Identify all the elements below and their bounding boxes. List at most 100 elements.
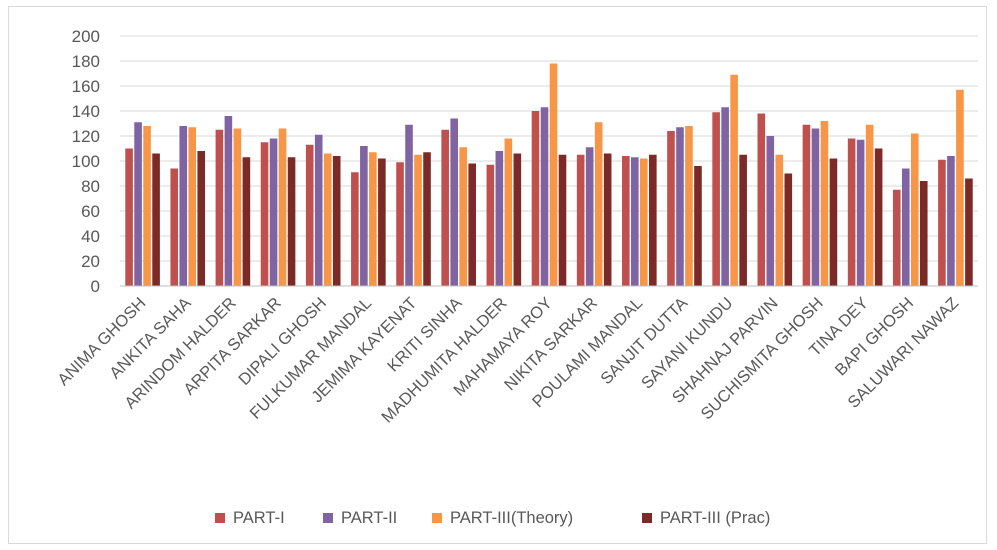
legend-swatch — [432, 513, 442, 523]
legend-swatch — [642, 513, 652, 523]
bar — [622, 156, 630, 286]
bar — [847, 138, 856, 286]
bar — [369, 152, 377, 286]
bar — [405, 124, 413, 286]
bar — [856, 139, 865, 286]
bars — [125, 63, 973, 286]
bar — [685, 126, 693, 286]
bar — [305, 144, 314, 286]
bar — [423, 152, 431, 286]
bar — [197, 151, 206, 286]
legend-swatch — [215, 513, 225, 523]
y-tick-label: 40 — [81, 227, 100, 246]
bar — [170, 168, 179, 286]
bar — [486, 164, 495, 286]
bar — [269, 138, 278, 286]
y-tick-label: 60 — [81, 202, 100, 221]
y-tick-label: 160 — [72, 77, 100, 96]
bar — [459, 147, 467, 286]
bar — [125, 148, 133, 286]
bar — [468, 163, 476, 286]
bar — [865, 124, 874, 286]
bar — [513, 153, 522, 286]
y-tick-label: 80 — [81, 177, 100, 196]
bar — [396, 162, 404, 286]
bar — [892, 189, 901, 286]
y-tick-label: 140 — [72, 102, 100, 121]
bar — [314, 134, 323, 286]
bar — [495, 151, 504, 286]
y-tick-label: 20 — [81, 252, 100, 271]
bar — [784, 173, 793, 286]
bar — [558, 154, 567, 286]
bar — [667, 131, 675, 286]
bar — [360, 146, 368, 286]
bar — [332, 156, 341, 286]
bar — [414, 154, 422, 286]
bar — [874, 148, 883, 286]
bar — [441, 129, 449, 286]
bar — [694, 166, 702, 286]
legend-label: PART-II — [341, 509, 397, 527]
bar — [450, 118, 458, 286]
bar — [956, 89, 964, 286]
bar — [351, 172, 359, 286]
bar — [947, 156, 955, 286]
bar — [504, 138, 513, 286]
bar — [215, 129, 224, 286]
legend-label: PART-I — [233, 509, 285, 527]
bar — [179, 126, 188, 286]
bar — [739, 154, 747, 286]
bar — [766, 136, 775, 286]
bar — [287, 157, 296, 286]
bar — [938, 159, 946, 286]
bar — [134, 122, 142, 286]
y-tick-label: 200 — [72, 27, 100, 46]
bar — [901, 168, 910, 286]
bar — [585, 147, 594, 286]
bar — [594, 122, 603, 286]
y-tick-label: 0 — [91, 277, 100, 296]
bar — [730, 74, 738, 286]
bar — [640, 158, 648, 286]
bar — [820, 121, 829, 286]
bar — [531, 111, 540, 286]
x-tick-label: ANKITA SAHA — [106, 294, 194, 382]
bar — [323, 153, 332, 286]
y-tick-label: 100 — [72, 152, 100, 171]
bar — [576, 154, 585, 286]
bar — [919, 181, 928, 286]
legend-label: PART-III(Theory) — [450, 509, 573, 527]
bar — [378, 158, 386, 286]
x-tick-label: BAPI GHOSH — [832, 294, 917, 379]
bar — [143, 126, 151, 286]
bar — [540, 107, 549, 286]
legend-swatch — [323, 513, 333, 523]
bar — [549, 63, 558, 286]
bar — [278, 128, 287, 286]
bar — [676, 127, 684, 286]
bar — [152, 153, 160, 286]
bar — [757, 113, 766, 286]
bar — [224, 116, 233, 286]
y-tick-label: 180 — [72, 52, 100, 71]
bar — [631, 157, 639, 286]
bar — [965, 178, 973, 286]
bar — [603, 153, 612, 286]
bar — [233, 128, 242, 286]
y-tick-label: 120 — [72, 127, 100, 146]
bar — [242, 157, 251, 286]
bar — [829, 158, 838, 286]
bar — [260, 142, 269, 286]
bar — [802, 124, 811, 286]
bar — [910, 133, 919, 286]
bar — [712, 112, 720, 286]
bar — [188, 127, 197, 286]
legend-label: PART-III (Prac) — [660, 509, 770, 527]
bar — [775, 154, 784, 286]
bar — [721, 107, 729, 286]
bar — [649, 154, 657, 286]
y-axis-tick-labels: 0 20 40 60 80 100 120 140 160 180 200 — [72, 27, 100, 296]
